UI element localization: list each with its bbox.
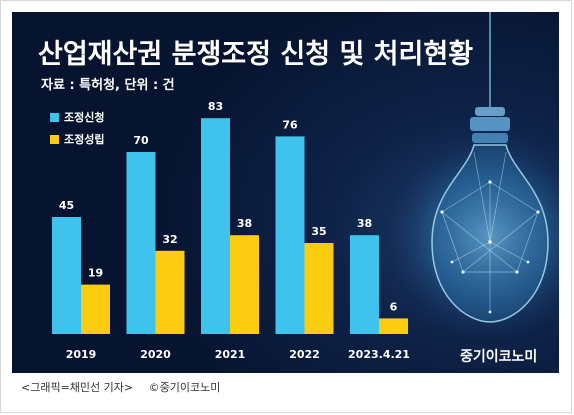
bar-applications-1 bbox=[126, 152, 156, 334]
lightbulb-icon bbox=[380, 12, 559, 347]
bar-applications-2 bbox=[201, 118, 230, 334]
bar-applications-3 bbox=[275, 136, 305, 334]
bar-settlements-1 bbox=[155, 250, 185, 334]
infographic-panel: 산업재산권 분쟁조정 신청 및 처리현황 자료 : 특허청, 단위 : 건 조정… bbox=[12, 12, 559, 373]
x-tick-label-2: 2021 bbox=[215, 348, 246, 361]
data-label-settlements-0: 19 bbox=[88, 267, 103, 280]
data-label-applications-1: 70 bbox=[133, 134, 149, 147]
bar-applications-4 bbox=[350, 235, 379, 334]
bar-settlements-4 bbox=[379, 318, 408, 334]
x-tick-label-4: 2023.4.21 bbox=[348, 348, 410, 361]
x-tick-label-3: 2022 bbox=[289, 348, 320, 361]
graphic-credit: <그래픽=채민선 기자> bbox=[21, 381, 134, 394]
data-label-settlements-4: 6 bbox=[390, 300, 398, 313]
x-tick-label-0: 2019 bbox=[66, 348, 97, 361]
data-label-applications-0: 45 bbox=[59, 199, 74, 212]
bar-settlements-0 bbox=[81, 284, 110, 334]
bar-chart: 45 19 2019 70 32 2020 83 38 2021 76 35 2022 38 6 2023.… bbox=[52, 100, 410, 361]
bar-applications-0 bbox=[52, 217, 81, 334]
data-label-applications-3: 76 bbox=[282, 118, 298, 131]
data-label-settlements-1: 32 bbox=[162, 233, 177, 246]
x-tick-label-1: 2020 bbox=[140, 348, 171, 361]
data-label-settlements-2: 38 bbox=[237, 217, 252, 230]
legend: 조정신청 조정성립 bbox=[50, 108, 104, 152]
bar-settlements-2 bbox=[230, 235, 259, 334]
bar-settlements-3 bbox=[304, 243, 334, 334]
figure-caption: <그래픽=채민선 기자> ©중기이코노미 bbox=[21, 379, 232, 395]
data-label-applications-4: 38 bbox=[357, 217, 372, 230]
data-label-applications-2: 83 bbox=[208, 100, 223, 113]
copyright-notice: ©중기이코노미 bbox=[148, 381, 221, 394]
legend-swatch-applications bbox=[50, 112, 59, 122]
legend-swatch-settlements bbox=[50, 134, 59, 144]
legend-item-settlements: 조정성립 bbox=[50, 130, 104, 148]
legend-label-settlements: 조정성립 bbox=[64, 133, 105, 146]
data-label-settlements-3: 35 bbox=[311, 225, 326, 238]
legend-label-applications: 조정신청 bbox=[64, 111, 105, 124]
chart-subtitle: 자료 : 특허청, 단위 : 건 bbox=[41, 78, 175, 93]
chart-title: 산업재산권 분쟁조정 신청 및 처리현황 bbox=[38, 39, 474, 70]
publisher-logo: 중기이코노미 bbox=[460, 349, 538, 365]
legend-item-applications: 조정신청 bbox=[50, 108, 104, 126]
